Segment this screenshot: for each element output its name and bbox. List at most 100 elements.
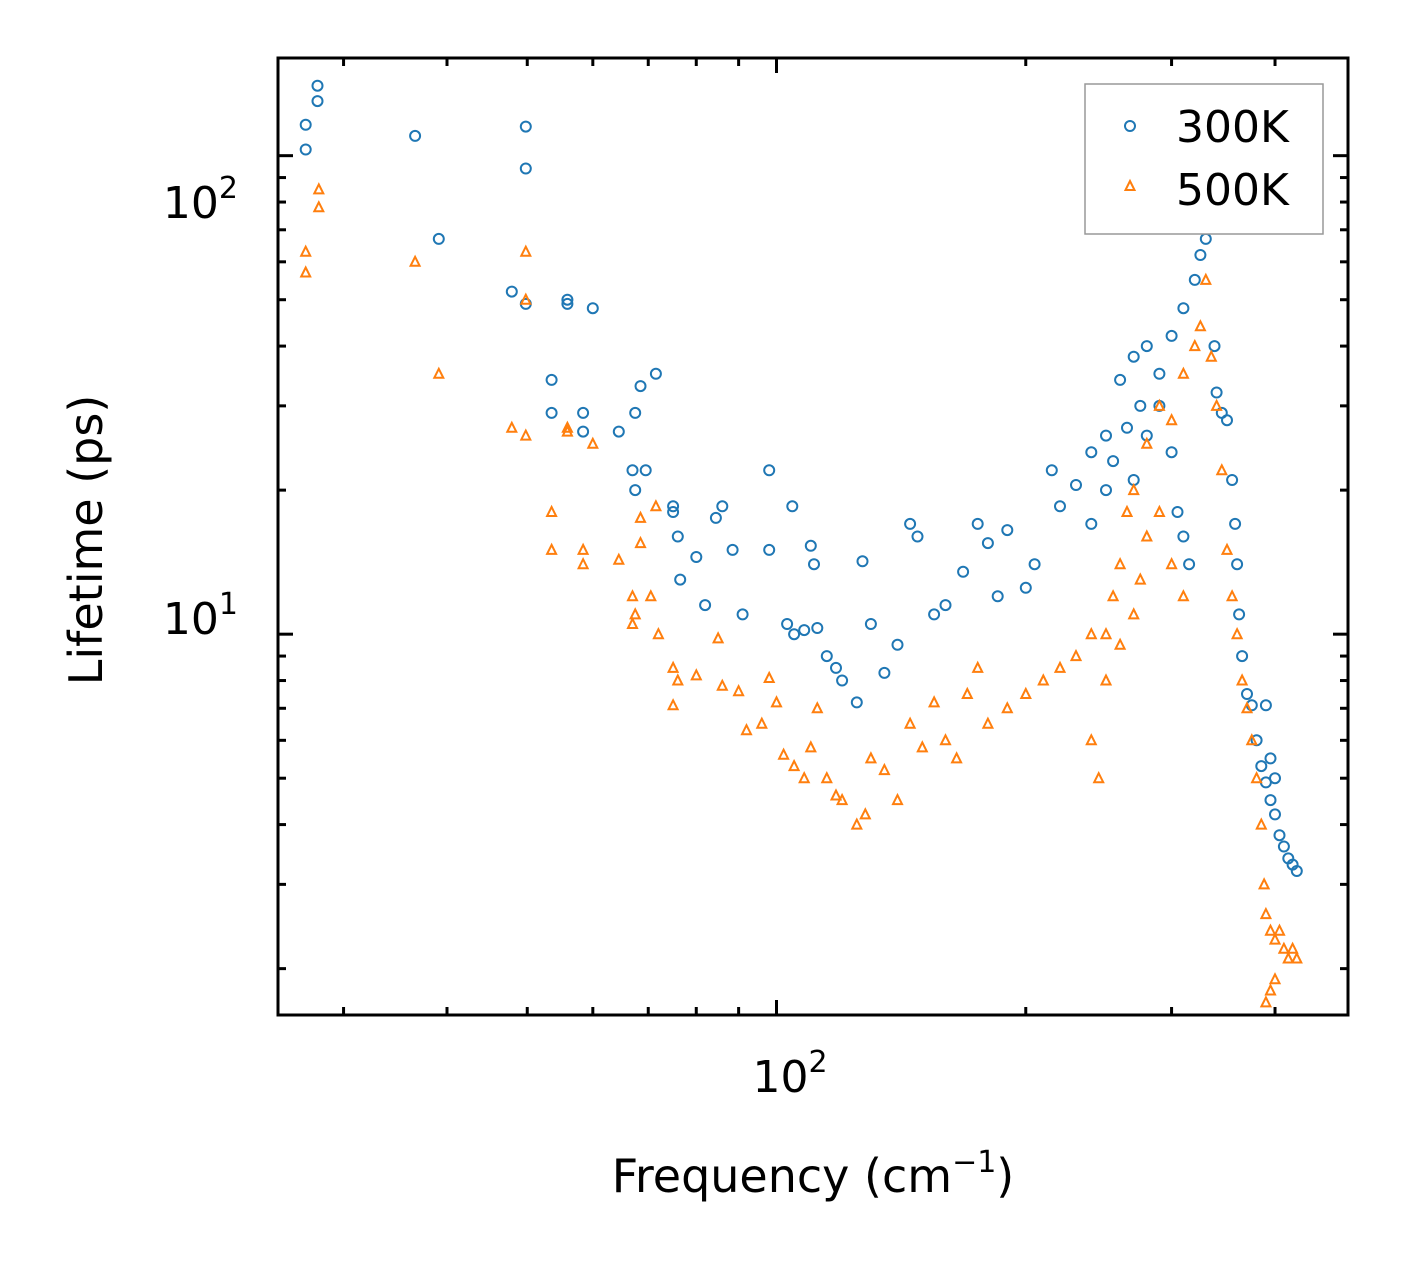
data-point-300k [690,551,703,563]
data-point-300k [763,543,776,556]
data-point-500k [711,631,725,644]
data-point-500k [740,722,753,736]
data-point-500k [626,589,639,602]
data-point-500k [312,200,325,213]
data-point-300k [911,530,924,543]
data-point-300k [709,511,722,524]
data-point-300k [856,555,869,568]
data-point-300k [1153,367,1166,380]
data-point-500k [864,751,878,764]
data-point-300k [577,425,590,438]
data-point-500k [561,420,574,433]
data-point-300k [726,543,739,556]
data-point-500k [1085,733,1098,746]
data-point-500k [798,770,811,784]
y-axis-label: Lifetime (ps) [59,395,113,686]
data-point-500k [1273,923,1286,936]
data-point-300k [299,118,312,131]
data-point-500k [1259,995,1273,1008]
data-point-500k [299,265,312,278]
data-point-500k [1120,504,1134,517]
data-point-500k [1255,817,1268,830]
data-point-300k [629,484,642,497]
data-point-300k [1100,484,1112,497]
data-point-300k [1045,464,1058,477]
data-point-500k [545,504,558,517]
data-point-500k [1250,770,1263,784]
data-point-500k [545,542,558,555]
data-point-300k [1273,829,1286,842]
data-point-500k [1106,589,1120,602]
data-point-500k [787,758,801,772]
data-point-300k [1221,414,1233,427]
data-point-300k [667,506,680,518]
data-point-300k [786,500,799,513]
data-point-500k [612,552,625,565]
data-point-300k [1171,506,1184,518]
data-point-300k [1241,688,1253,700]
data-point-300k [699,599,712,612]
data-point-500k [763,670,776,683]
data-point-300k [519,120,532,133]
data-point-500k [1099,626,1113,640]
data-point-500k [829,788,843,801]
data-point-500k [1268,932,1282,945]
data-point-500k [634,535,647,549]
plot-frame [276,56,1350,1017]
data-point-300k [639,464,652,477]
data-point-500k [716,678,729,691]
data-point-500k [835,792,849,806]
data-point-500k [981,716,995,729]
data-point-300k [1177,302,1190,315]
data-point-500k [1153,504,1166,517]
data-point-500k [652,626,665,640]
major-ticks [278,58,1348,1015]
data-point-500k [891,792,904,806]
data-point-500k [1215,463,1228,476]
data-point-300k [1226,474,1239,486]
data-point-300k [836,674,849,687]
data-point-500k [1113,556,1127,570]
data-point-300k [1100,429,1112,442]
data-point-500k [629,607,642,620]
data-point-500k [950,751,963,764]
data-point-500k [811,701,824,714]
data-point-500k [961,686,974,699]
data-point-500k [519,292,532,305]
data-point-300k [971,517,984,530]
data-point-300k [311,95,324,108]
data-point-500k [634,510,647,523]
data-point-500k [1199,272,1212,285]
data-point-300k [1165,446,1178,459]
data-point-300k [808,558,820,571]
data-point-500k [1210,398,1223,411]
legend: 300K 500K [1084,83,1324,235]
series-300k-points [299,79,1303,877]
data-point-500k [1037,673,1050,686]
data-point-300k [1183,558,1196,571]
data-point-500k [1053,660,1067,673]
legend-300k-marker [1124,120,1136,132]
data-point-300k [1233,608,1246,621]
data-point-500k [878,762,891,776]
data-point-300k [1188,273,1201,286]
data-point-300k [634,380,647,393]
data-point-500k [1085,626,1098,640]
y-tick-label-100: 102 [163,171,238,229]
data-point-300k [1264,794,1277,807]
x-axis-label: Frequency (cm−1) [612,1145,1015,1203]
data-point-300k [612,425,625,438]
data-point-500k [1113,637,1127,650]
y-tick-label-10: 101 [163,587,238,645]
data-point-300k [798,624,811,637]
legend-frame [1084,83,1324,235]
data-point-300k [561,293,574,306]
data-point-300k [1140,340,1153,353]
data-point-300k [545,373,558,386]
data-point-500k [666,660,680,673]
legend-500k-marker [1123,178,1137,191]
data-point-300k [788,628,801,641]
data-point-500k [804,740,817,753]
data-point-500k [1165,412,1178,426]
